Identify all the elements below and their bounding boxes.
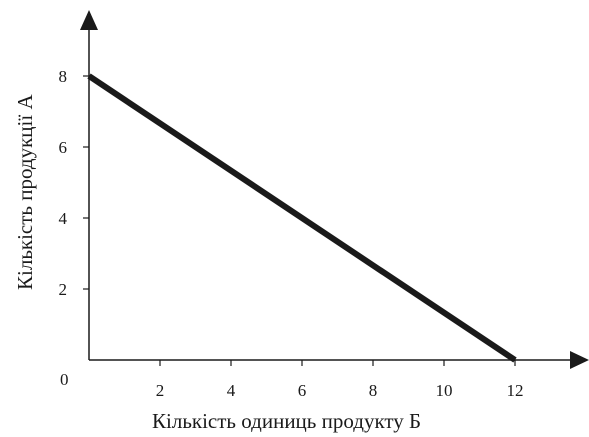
y-tick-label: 2 bbox=[59, 280, 68, 299]
x-tick-label: 12 bbox=[507, 381, 524, 400]
x-tick-label: 2 bbox=[156, 381, 165, 400]
y-axis-arrow bbox=[80, 10, 98, 30]
y-tick-label: 6 bbox=[59, 138, 68, 157]
series-layer bbox=[87, 73, 517, 363]
origin-label: 0 bbox=[60, 370, 69, 389]
y-ticks: 2 4 6 8 bbox=[59, 67, 89, 299]
y-tick-label: 8 bbox=[59, 67, 68, 86]
x-ticks: 2 4 6 8 10 12 bbox=[156, 360, 524, 400]
axes bbox=[80, 10, 589, 369]
y-tick-label: 4 bbox=[59, 209, 68, 228]
x-axis-title: Кількість одиниць продукту Б bbox=[152, 409, 421, 433]
x-tick-label: 6 bbox=[298, 381, 307, 400]
x-tick-label: 10 bbox=[436, 381, 453, 400]
y-axis-title: Кількість продукції А bbox=[13, 94, 37, 290]
series-line bbox=[87, 73, 517, 363]
x-tick-label: 4 bbox=[227, 381, 236, 400]
x-axis-arrow bbox=[570, 351, 589, 369]
x-tick-label: 8 bbox=[369, 381, 378, 400]
